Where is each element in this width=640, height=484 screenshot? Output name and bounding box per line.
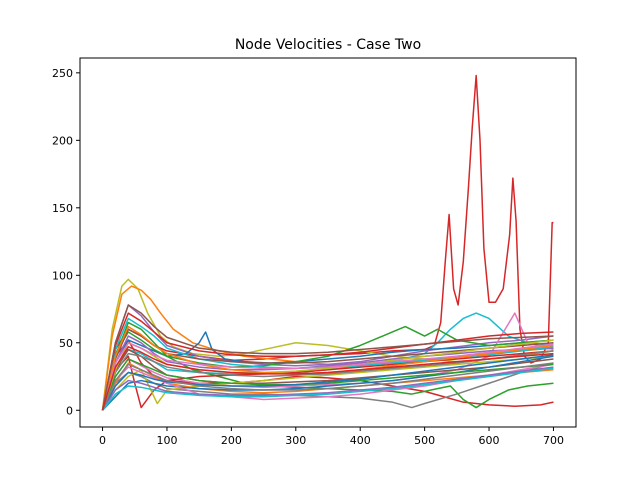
series-line-3 [101, 278, 554, 411]
series-line-26 [101, 354, 554, 411]
x-tick-label: 300 [285, 434, 306, 447]
y-tick-label: 50 [59, 337, 73, 350]
plot-frame [79, 57, 577, 428]
series-layer [101, 74, 554, 411]
x-tick-label: 400 [350, 434, 371, 447]
x-tick-label: 100 [156, 434, 177, 447]
y-tick-label: 100 [52, 269, 73, 282]
series-line-20 [101, 328, 554, 411]
x-tick-label: 500 [414, 434, 435, 447]
series-line-7 [101, 304, 554, 411]
y-tick-label: 0 [66, 404, 73, 417]
series-line-29 [101, 367, 554, 411]
series-line-27 [101, 366, 554, 411]
chart-title: Node Velocities - Case Two [235, 37, 421, 53]
series-line-31 [101, 362, 554, 411]
series-line-9 [101, 312, 554, 411]
x-tick-label: 600 [479, 434, 500, 447]
axis-layer: 0 100 200 300 400 500 600 700 0 50 100 150 200 250 [52, 67, 564, 447]
series-line-22 [101, 312, 554, 411]
y-tick-label: 250 [52, 67, 73, 80]
y-tick-label: 200 [52, 134, 73, 147]
series-line-32 [101, 346, 554, 411]
series-line-5 [101, 321, 554, 411]
y-tick-label: 150 [52, 202, 73, 215]
x-tick-label: 700 [543, 434, 564, 447]
series-line-28 [101, 342, 554, 411]
series-line-30 [101, 304, 554, 411]
series-line-21 [101, 350, 554, 411]
x-tick-label: 0 [99, 434, 106, 447]
x-tick-label: 200 [221, 434, 242, 447]
series-line-14 [101, 325, 554, 411]
